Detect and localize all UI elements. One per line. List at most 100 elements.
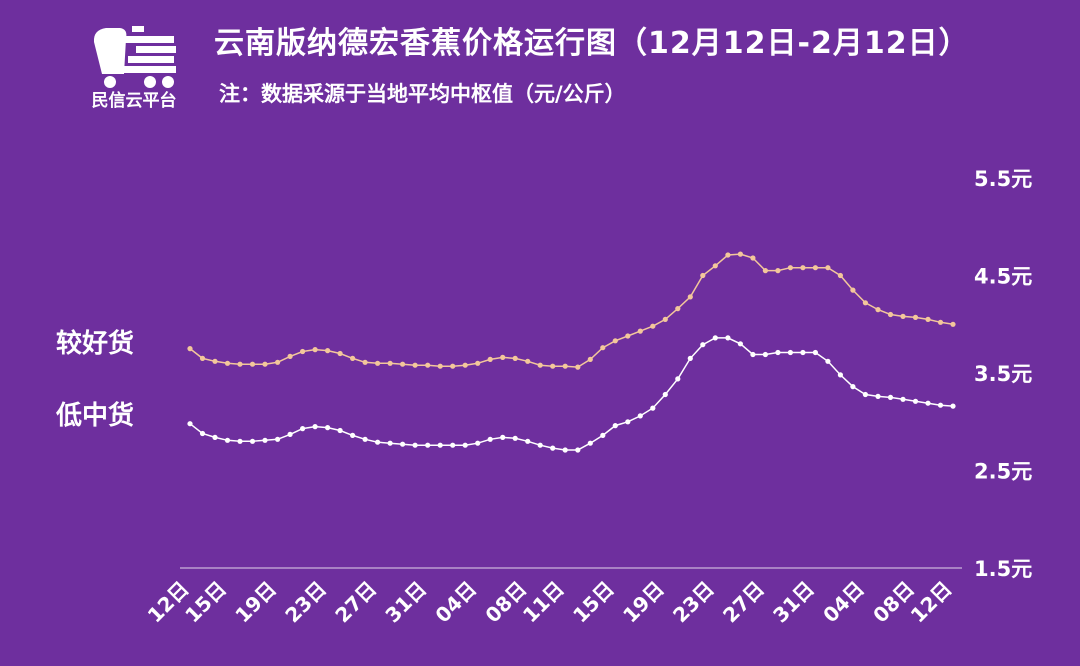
x-tick-label: 23日 bbox=[668, 577, 719, 628]
series-point bbox=[662, 391, 668, 398]
series-point bbox=[337, 427, 343, 434]
series-point bbox=[575, 447, 581, 453]
series-point bbox=[900, 313, 906, 319]
series-point bbox=[462, 442, 468, 448]
series-point bbox=[625, 419, 631, 425]
series-point bbox=[850, 384, 856, 390]
series-point bbox=[212, 434, 218, 440]
series-point bbox=[700, 342, 706, 348]
series-point bbox=[725, 335, 731, 341]
series-point bbox=[775, 268, 781, 274]
series-point bbox=[562, 447, 568, 453]
series-point bbox=[450, 363, 456, 369]
series-point bbox=[512, 355, 518, 361]
series-point bbox=[487, 356, 493, 362]
series-point bbox=[562, 363, 568, 369]
series-point bbox=[912, 398, 919, 404]
series-point bbox=[587, 440, 593, 446]
series-point bbox=[475, 440, 481, 446]
series-point bbox=[387, 440, 393, 446]
series-point bbox=[212, 358, 218, 364]
series-point bbox=[750, 351, 756, 358]
series-point bbox=[862, 391, 869, 398]
series-point bbox=[762, 268, 769, 274]
series-point bbox=[262, 437, 268, 443]
logo-text: 民信云平台 bbox=[91, 91, 177, 111]
series-point bbox=[737, 251, 744, 257]
series-point bbox=[325, 348, 331, 354]
series-point bbox=[687, 355, 693, 361]
x-tick-label: 12日 bbox=[906, 577, 957, 628]
series-point bbox=[512, 435, 518, 441]
series-point bbox=[412, 362, 418, 368]
series-point bbox=[825, 358, 831, 364]
series-point bbox=[875, 307, 881, 313]
series-point bbox=[550, 445, 556, 451]
series-point bbox=[487, 436, 493, 442]
series-point bbox=[750, 255, 756, 261]
x-tick-label: 15日 bbox=[568, 577, 619, 628]
series-point bbox=[312, 347, 318, 353]
series-point bbox=[249, 361, 256, 367]
series-point bbox=[912, 314, 919, 320]
series-point bbox=[425, 442, 431, 448]
x-tick-label: 27日 bbox=[330, 577, 381, 628]
series-point bbox=[500, 354, 506, 360]
series-point bbox=[887, 394, 894, 400]
series-point bbox=[437, 363, 443, 369]
series-point bbox=[937, 319, 944, 325]
series-point bbox=[275, 436, 281, 442]
series-point bbox=[550, 363, 556, 369]
series-point bbox=[675, 376, 681, 382]
series-point bbox=[612, 423, 618, 429]
series-point bbox=[337, 350, 343, 357]
series-point bbox=[187, 346, 193, 352]
series-point bbox=[887, 311, 894, 318]
series-point bbox=[287, 353, 293, 359]
series-point bbox=[837, 272, 844, 279]
series-point bbox=[350, 355, 356, 361]
x-tick-label: 08日 bbox=[868, 577, 919, 628]
series-point bbox=[325, 425, 331, 431]
series-point bbox=[437, 442, 443, 448]
x-tick-label: 19日 bbox=[230, 577, 281, 628]
series-label: 较好货 bbox=[56, 328, 134, 359]
x-tick-label: 31日 bbox=[380, 577, 431, 628]
series-point bbox=[650, 323, 656, 329]
logo-truck-icon bbox=[93, 26, 176, 88]
series-point bbox=[700, 272, 706, 279]
series-point bbox=[937, 402, 944, 408]
series-point bbox=[362, 436, 368, 442]
series-point bbox=[725, 252, 731, 258]
series-point bbox=[199, 355, 206, 361]
x-tick-label: 12日 bbox=[143, 577, 194, 628]
series-point bbox=[800, 265, 806, 271]
series-point bbox=[375, 439, 381, 445]
y-tick-label: 2.5元 bbox=[974, 460, 1032, 484]
series-point bbox=[249, 438, 256, 444]
series-point bbox=[387, 360, 393, 366]
series-point bbox=[375, 360, 381, 366]
series-point bbox=[537, 442, 543, 448]
x-tick-label: 08日 bbox=[480, 577, 531, 628]
series-point bbox=[237, 361, 243, 367]
series-point bbox=[400, 361, 406, 367]
series-point bbox=[650, 405, 656, 411]
x-tick-label: 04日 bbox=[818, 577, 869, 628]
chart-subtitle: 注：数据采源于当地平均中枢值（元/公斤） bbox=[219, 82, 626, 106]
series-point bbox=[224, 437, 231, 443]
series-point bbox=[400, 441, 406, 447]
series-point bbox=[575, 364, 581, 370]
series-point bbox=[412, 442, 418, 448]
x-tick-label: 31日 bbox=[768, 577, 819, 628]
series-point bbox=[600, 432, 606, 438]
series-point bbox=[525, 358, 531, 364]
series-point bbox=[475, 360, 481, 366]
series-point bbox=[525, 438, 531, 444]
series-point bbox=[425, 362, 431, 368]
chart-title: 云南版纳德宏香蕉价格运行图（12月12日-2月12日） bbox=[214, 26, 970, 61]
series-point bbox=[812, 265, 819, 271]
series-point bbox=[237, 438, 243, 444]
series-point bbox=[450, 442, 456, 448]
x-tick-label: 04日 bbox=[430, 577, 481, 628]
